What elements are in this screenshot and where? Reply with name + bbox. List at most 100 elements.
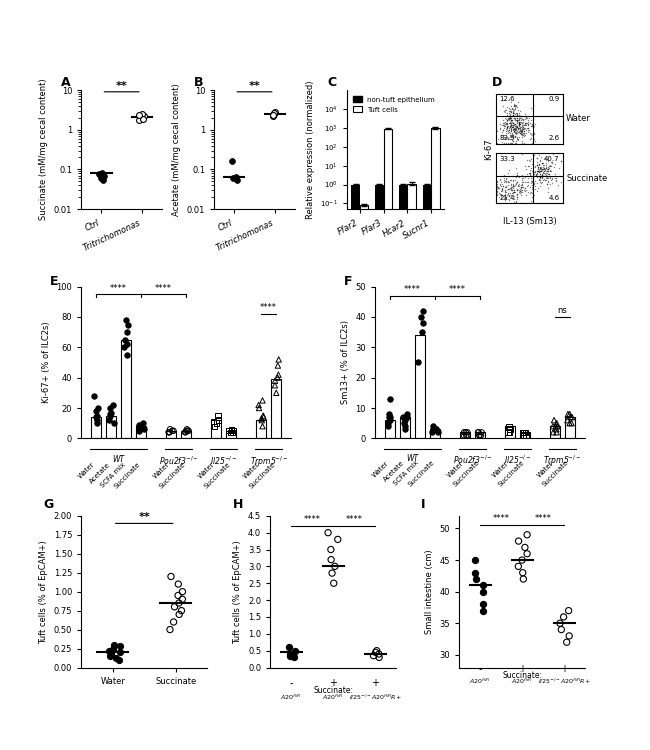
Point — [512, 109, 522, 121]
Point — [370, 646, 381, 658]
Point — [328, 578, 339, 590]
Point — [511, 196, 521, 208]
Point — [495, 173, 505, 185]
Point — [109, 639, 120, 651]
Point — [513, 95, 523, 107]
Point — [285, 650, 295, 662]
Point — [543, 163, 553, 175]
Point — [88, 390, 99, 402]
Point — [502, 120, 513, 132]
Point — [526, 172, 536, 184]
Text: Water: Water — [198, 461, 216, 480]
Point — [495, 178, 506, 190]
Point — [508, 174, 518, 186]
Point — [541, 172, 552, 184]
Bar — [474, 432, 486, 438]
Point — [512, 184, 522, 196]
Point — [532, 166, 543, 178]
Point — [506, 174, 517, 186]
Point — [533, 161, 543, 173]
Point — [502, 426, 513, 438]
Point — [513, 126, 523, 138]
Point — [501, 192, 512, 204]
Point — [505, 111, 515, 123]
Point — [509, 123, 519, 135]
Point — [499, 130, 509, 142]
Point — [507, 137, 517, 149]
Point — [500, 132, 510, 144]
Point — [504, 194, 514, 206]
Point — [167, 424, 177, 436]
Point — [519, 182, 530, 194]
Point — [534, 162, 545, 174]
Point — [473, 426, 483, 438]
Text: ****: **** — [449, 285, 466, 294]
Point — [503, 183, 514, 195]
Point — [528, 166, 539, 178]
Text: ****: **** — [260, 304, 277, 313]
Point — [500, 124, 511, 136]
Point — [541, 169, 551, 181]
Point — [493, 182, 504, 194]
Point — [524, 154, 534, 166]
Point — [548, 420, 558, 432]
Point — [514, 118, 525, 130]
Point — [504, 426, 514, 438]
Point — [541, 167, 552, 179]
Text: $A20^{fl/fl}$: $A20^{fl/fl}$ — [280, 693, 302, 702]
Point — [537, 170, 547, 182]
Point — [503, 132, 514, 144]
Point — [551, 426, 562, 438]
Point — [92, 417, 102, 429]
Point — [516, 148, 526, 160]
Point — [514, 117, 525, 129]
Point — [508, 178, 519, 190]
Point — [534, 162, 545, 174]
Point — [545, 164, 555, 176]
Point — [518, 181, 528, 193]
Point — [545, 178, 555, 190]
Point — [532, 165, 543, 177]
Point — [525, 127, 536, 139]
Point — [564, 408, 575, 420]
Point — [508, 135, 518, 147]
Point — [516, 110, 526, 122]
Point — [538, 162, 549, 174]
Point — [511, 126, 521, 138]
Point — [504, 106, 514, 118]
Point — [430, 423, 441, 435]
Point — [283, 641, 294, 653]
Point — [523, 172, 533, 184]
Point — [474, 429, 484, 441]
Point — [523, 116, 534, 128]
Point — [498, 100, 508, 112]
Point — [537, 167, 547, 179]
Text: Trpm5$^{-/-}$: Trpm5$^{-/-}$ — [543, 454, 582, 468]
Point — [165, 423, 176, 435]
Point — [534, 174, 544, 186]
Point — [514, 119, 524, 131]
Point — [509, 190, 519, 202]
Point — [502, 114, 512, 126]
Point — [493, 181, 503, 193]
Point — [509, 112, 519, 125]
Point — [505, 116, 515, 128]
Point — [512, 189, 523, 201]
Point — [428, 423, 439, 435]
Text: ns: ns — [558, 307, 567, 316]
Point — [326, 544, 336, 556]
Point — [506, 120, 516, 132]
Point — [520, 110, 530, 122]
Text: Succinate: Succinate — [158, 461, 186, 490]
Point — [398, 417, 409, 429]
Point — [508, 98, 519, 109]
Point — [534, 164, 545, 176]
Point — [270, 375, 280, 387]
Text: Succinate: Succinate — [566, 174, 607, 183]
Point — [400, 414, 411, 426]
Point — [520, 129, 530, 141]
Point — [122, 338, 133, 350]
Point — [532, 152, 543, 164]
Point — [526, 119, 537, 131]
Point — [500, 134, 510, 146]
